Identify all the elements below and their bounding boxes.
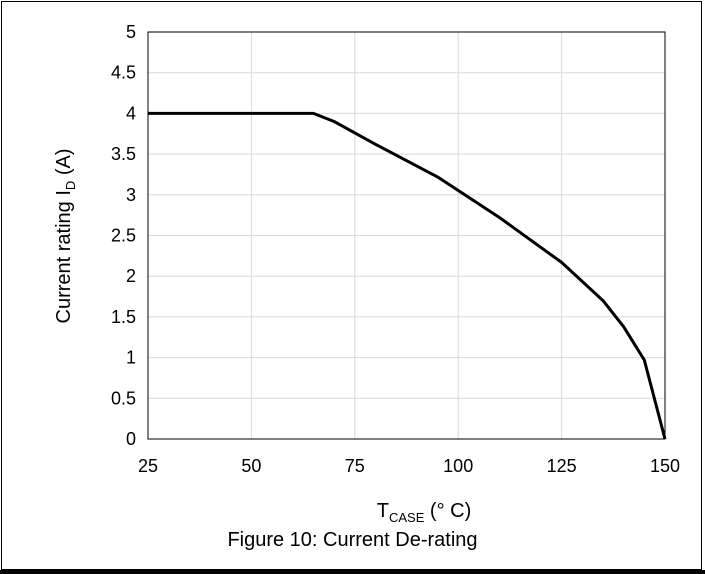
x-tick-label: 25 [138, 456, 158, 476]
x-axis-title-rest: (° C) [424, 500, 471, 522]
y-tick-label: 4.5 [111, 63, 136, 83]
plot-area-border [147, 31, 666, 440]
x-tick-label: 75 [345, 456, 365, 476]
x-axis-title-sub: CASE [389, 510, 425, 525]
y-tick-label: 1 [126, 348, 136, 368]
series-line [148, 111, 667, 440]
figure-caption: Figure 10: Current De-rating [227, 529, 478, 551]
x-tick-label: 125 [547, 456, 577, 476]
y-tick-label: 2 [126, 266, 136, 286]
x-tick-labels: 25 50 75 100 125 150 [138, 456, 680, 476]
y-tick-label: 1.5 [111, 307, 136, 327]
y-tick-label: 2.5 [111, 226, 136, 246]
y-tick-label: 4 [126, 103, 136, 123]
y-tick-label: 0.5 [111, 388, 136, 408]
y-tick-labels: 0 0.5 1 1.5 2 2.5 3 3.5 4 4.5 5 [111, 22, 136, 449]
x-tick-label: 50 [241, 456, 261, 476]
x-tick-label: 100 [443, 456, 473, 476]
grid [148, 31, 665, 439]
axes [147, 31, 666, 440]
y-tick-label: 5 [126, 22, 136, 42]
y-axis-title-rest: (A) [53, 149, 75, 181]
x-axis-title-main: T [377, 500, 389, 522]
x-axis-title: TCASE (° C) [377, 500, 472, 525]
figure-bottom-border [0, 570, 705, 574]
y-axis-title: Current rating ID (A) [53, 149, 78, 324]
y-tick-label: 3 [126, 185, 136, 205]
y-axis-title-sub: D [63, 181, 78, 190]
series-group [148, 111, 667, 440]
x-tick-label: 150 [650, 456, 680, 476]
y-axis-title-main: Current rating I [53, 190, 75, 323]
y-tick-label: 3.5 [111, 144, 136, 164]
y-tick-label: 0 [126, 429, 136, 449]
